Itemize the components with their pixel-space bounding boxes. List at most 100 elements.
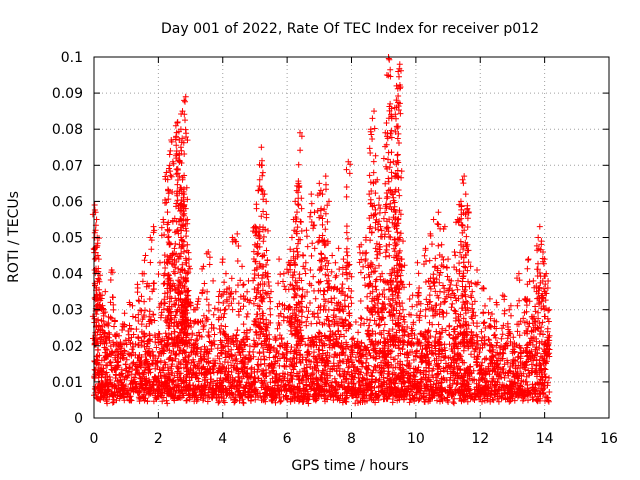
data-point	[190, 306, 197, 313]
data-point	[290, 216, 297, 223]
background-point-cloud	[91, 290, 553, 407]
data-point	[255, 187, 262, 194]
data-point	[340, 256, 347, 263]
data-point	[105, 313, 112, 320]
y-tick-label: 0.08	[52, 122, 83, 138]
data-point	[222, 270, 229, 277]
data-point	[437, 288, 444, 295]
y-tick-label: 0.04	[52, 267, 83, 283]
data-point	[335, 245, 342, 252]
data-point	[441, 223, 448, 230]
data-point	[316, 180, 323, 187]
data-point	[142, 252, 149, 259]
data-point	[432, 263, 439, 270]
data-point	[358, 241, 365, 248]
data-point	[541, 256, 548, 263]
data-point	[200, 263, 207, 270]
data-point	[121, 310, 128, 317]
data-point	[456, 270, 463, 277]
data-point	[395, 68, 402, 75]
data-point	[383, 72, 390, 79]
data-point	[445, 256, 452, 263]
data-point	[464, 241, 471, 248]
data-point	[406, 281, 413, 288]
data-point	[398, 256, 405, 263]
data-point	[163, 169, 170, 176]
data-point	[165, 234, 172, 241]
data-point	[126, 299, 133, 306]
data-point	[480, 285, 487, 292]
data-point	[184, 270, 191, 277]
y-tick-label: 0.03	[52, 303, 83, 319]
data-point	[396, 234, 403, 241]
data-point	[245, 277, 252, 284]
data-point	[293, 292, 300, 299]
data-point	[414, 259, 421, 266]
data-point	[195, 295, 202, 302]
data-point	[332, 274, 339, 281]
x-tick-label: 12	[471, 431, 489, 447]
data-point	[469, 288, 476, 295]
data-point	[438, 241, 445, 248]
data-point	[253, 205, 260, 212]
data-point	[400, 306, 406, 313]
data-point	[173, 133, 180, 140]
data-point	[457, 198, 464, 205]
data-point	[311, 209, 318, 216]
data-point	[168, 137, 175, 144]
data-point	[393, 82, 400, 89]
data-point	[461, 227, 468, 234]
y-tick-label: 0.1	[61, 50, 83, 66]
data-point	[362, 234, 369, 241]
data-point	[382, 129, 389, 136]
data-point	[515, 270, 522, 277]
data-point	[259, 252, 266, 259]
y-tick-label: 0.05	[52, 231, 83, 247]
data-point	[251, 223, 258, 230]
data-point	[535, 234, 542, 241]
data-point	[451, 292, 458, 299]
data-point	[416, 285, 423, 292]
x-axis-ticks: 0 2 4 6 8 10 12 14 16	[90, 57, 618, 447]
data-point	[391, 285, 398, 292]
data-point	[425, 277, 432, 284]
data-point	[297, 129, 303, 136]
data-point	[544, 285, 551, 292]
data-point	[461, 173, 468, 180]
data-point	[181, 97, 188, 104]
x-axis-label: GPS time / hours	[291, 458, 408, 474]
data-point	[182, 295, 189, 302]
data-point	[251, 241, 258, 248]
data-point	[451, 248, 458, 255]
data-point	[234, 230, 241, 237]
data-point	[100, 306, 107, 313]
data-point	[393, 104, 400, 111]
data-point	[493, 299, 500, 306]
data-point	[322, 173, 329, 180]
data-point	[329, 252, 336, 259]
data-point	[400, 238, 406, 245]
data-point	[184, 216, 191, 223]
data-point	[219, 256, 226, 263]
data-point	[285, 259, 292, 266]
data-point	[179, 108, 186, 115]
y-axis-label: ROTI / TECUs	[6, 191, 22, 283]
data-point	[182, 205, 189, 212]
data-point	[448, 277, 455, 284]
data-point	[367, 263, 374, 270]
data-point	[332, 259, 339, 266]
x-tick-label: 4	[218, 431, 227, 447]
data-point	[522, 295, 529, 302]
data-point	[396, 61, 403, 68]
data-point	[287, 281, 294, 288]
y-axis-ticks: 0 0.01 0.02 0.03 0.04 0.05 0.06 0.07 0.08 0.09 0.1	[52, 50, 609, 427]
data-point	[292, 198, 299, 205]
data-point	[533, 288, 540, 295]
data-point	[319, 191, 326, 198]
data-point	[390, 194, 397, 201]
data-point	[161, 270, 168, 277]
data-point	[377, 223, 384, 230]
data-point	[256, 176, 263, 183]
data-point	[156, 259, 163, 266]
data-point	[102, 288, 109, 295]
